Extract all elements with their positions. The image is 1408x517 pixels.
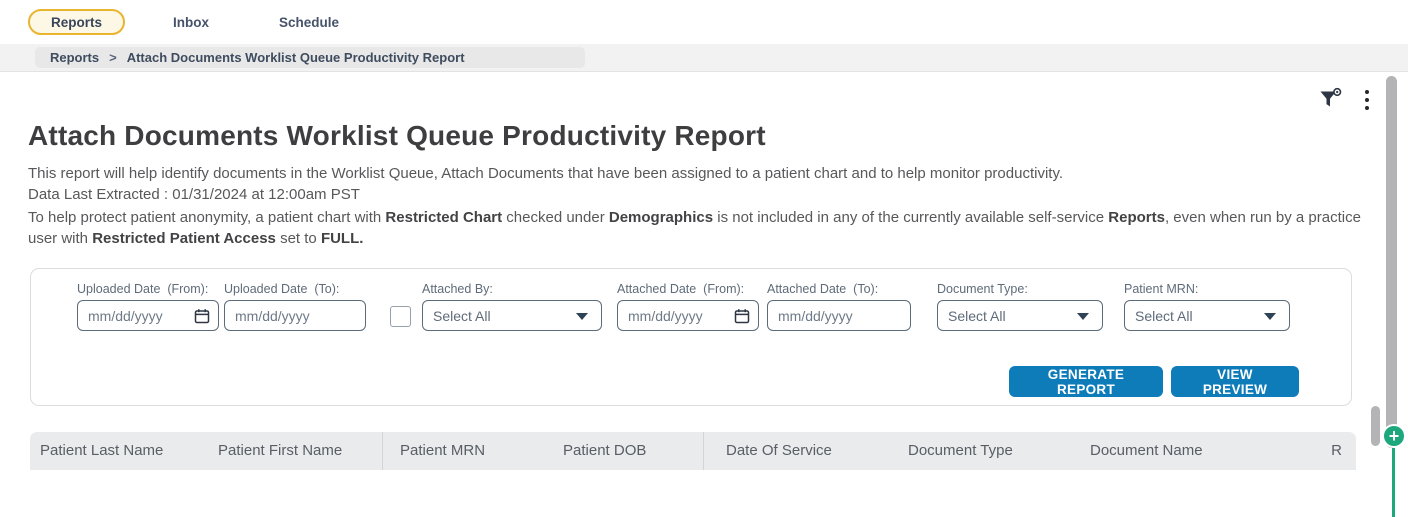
notice-bold: FULL. xyxy=(320,230,364,247)
attached-date-from-label: Attached Date (From): xyxy=(617,282,745,296)
breadcrumb-separator-icon: > xyxy=(109,50,117,65)
vertical-scrollbar[interactable] xyxy=(1386,76,1397,448)
attached-date-from-field: Attached Date (From): xyxy=(617,282,759,331)
calendar-icon[interactable] xyxy=(734,308,750,324)
patient-mrn-label: Patient MRN: xyxy=(1124,282,1199,296)
add-button[interactable]: + xyxy=(1382,424,1406,448)
document-type-value: Select All xyxy=(948,307,1006,324)
report-description: This report will help identify documents… xyxy=(28,165,1064,182)
notice-text: , even when run by a practice user with xyxy=(28,209,1361,247)
calendar-icon[interactable] xyxy=(194,308,210,324)
document-type-field: Document Type: Select All xyxy=(937,282,1103,331)
add-indicator-line xyxy=(1392,440,1395,517)
notice-bold: Restricted Chart xyxy=(385,209,503,226)
patient-mrn-field: Patient MRN: Select All xyxy=(1124,282,1290,331)
patient-mrn-select[interactable]: Select All xyxy=(1124,300,1290,331)
attached-date-to-box xyxy=(767,300,911,331)
document-type-select[interactable]: Select All xyxy=(937,300,1103,331)
data-last-extracted: Data Last Extracted : 01/31/2024 at 12:0… xyxy=(28,186,360,203)
breadcrumb-reports-link[interactable]: Reports xyxy=(50,50,100,65)
tab-schedule[interactable]: Schedule xyxy=(279,15,339,30)
kebab-menu-icon[interactable] xyxy=(1360,90,1374,110)
uploaded-date-to-field: Uploaded Date (To): xyxy=(224,282,366,331)
uploaded-date-to-label: Uploaded Date (To): xyxy=(224,282,340,296)
attached-date-from-box xyxy=(617,300,759,331)
funnel-icon xyxy=(1320,87,1342,107)
col-patient-first-name[interactable]: Patient First Name xyxy=(218,442,343,459)
notice-bold: Demographics xyxy=(608,209,714,226)
col-patient-last-name[interactable]: Patient Last Name xyxy=(40,442,164,459)
notice-text: checked under xyxy=(502,209,609,226)
filter-panel: Uploaded Date (From): Uploaded Date (To)… xyxy=(30,268,1352,406)
uploaded-date-from-label: Uploaded Date (From): xyxy=(77,282,209,296)
tab-inbox-label: Inbox xyxy=(173,14,209,30)
breadcrumb-bar: Reports > Attach Documents Worklist Queu… xyxy=(0,44,1408,72)
attached-date-to-input[interactable] xyxy=(778,307,900,324)
tab-schedule-label: Schedule xyxy=(279,14,340,30)
uploaded-date-to-input[interactable] xyxy=(235,307,355,324)
notice-text: is not included in any of the currently … xyxy=(713,209,1109,226)
notice-text: set to xyxy=(275,230,321,247)
col-document-type[interactable]: Document Type xyxy=(908,442,1013,459)
attached-by-checkbox[interactable] xyxy=(390,306,411,327)
patient-mrn-value: Select All xyxy=(1135,307,1193,324)
breadcrumb: Reports > Attach Documents Worklist Queu… xyxy=(35,47,585,68)
col-document-name[interactable]: Document Name xyxy=(1090,442,1203,459)
column-divider xyxy=(382,432,383,470)
tab-reports[interactable]: Reports xyxy=(28,9,125,35)
tab-inbox[interactable]: Inbox xyxy=(173,15,209,30)
page-title: Attach Documents Worklist Queue Producti… xyxy=(28,120,766,151)
attached-date-from-input[interactable] xyxy=(628,307,748,324)
uploaded-date-from-input[interactable] xyxy=(88,307,208,324)
attached-by-label: Attached By: xyxy=(422,282,493,296)
attached-by-value: Select All xyxy=(433,307,491,324)
col-date-of-service[interactable]: Date Of Service xyxy=(726,442,832,459)
notice-bold: Restricted Patient Access xyxy=(92,230,276,247)
attached-date-to-label: Attached Date (To): xyxy=(767,282,879,296)
uploaded-date-to-box xyxy=(224,300,366,331)
generate-report-button[interactable]: GENERATE REPORT xyxy=(1009,366,1163,397)
col-r-truncated[interactable]: R xyxy=(1331,442,1342,459)
chevron-down-icon xyxy=(576,313,588,320)
column-divider xyxy=(703,432,704,470)
notice-bold: Reports xyxy=(1108,209,1165,226)
results-table-header: Patient Last Name Patient First Name Pat… xyxy=(30,432,1356,470)
filter-icon[interactable] xyxy=(1318,87,1342,111)
inner-scrollbar[interactable] xyxy=(1371,406,1380,446)
anonymity-notice: To help protect patient anonymity, a pat… xyxy=(28,207,1380,249)
col-patient-mrn[interactable]: Patient MRN xyxy=(400,442,486,459)
attached-by-field: Attached By: Select All xyxy=(422,282,602,331)
tab-reports-label: Reports xyxy=(50,14,102,30)
notice-text: To help protect patient anonymity, a pat… xyxy=(28,209,386,226)
attached-date-to-field: Attached Date (To): xyxy=(767,282,911,331)
attached-by-select[interactable]: Select All xyxy=(422,300,602,331)
chevron-down-icon xyxy=(1264,313,1276,320)
view-preview-button[interactable]: VIEW PREVIEW xyxy=(1171,366,1299,397)
col-patient-dob[interactable]: Patient DOB xyxy=(563,442,647,459)
uploaded-date-from-field: Uploaded Date (From): xyxy=(77,282,219,331)
document-type-label: Document Type: xyxy=(937,282,1028,296)
top-tab-bar: Reports Inbox Schedule xyxy=(0,0,1408,44)
chevron-down-icon xyxy=(1077,313,1089,320)
breadcrumb-current-page: Attach Documents Worklist Queue Producti… xyxy=(126,50,465,65)
uploaded-date-from-box xyxy=(77,300,219,331)
